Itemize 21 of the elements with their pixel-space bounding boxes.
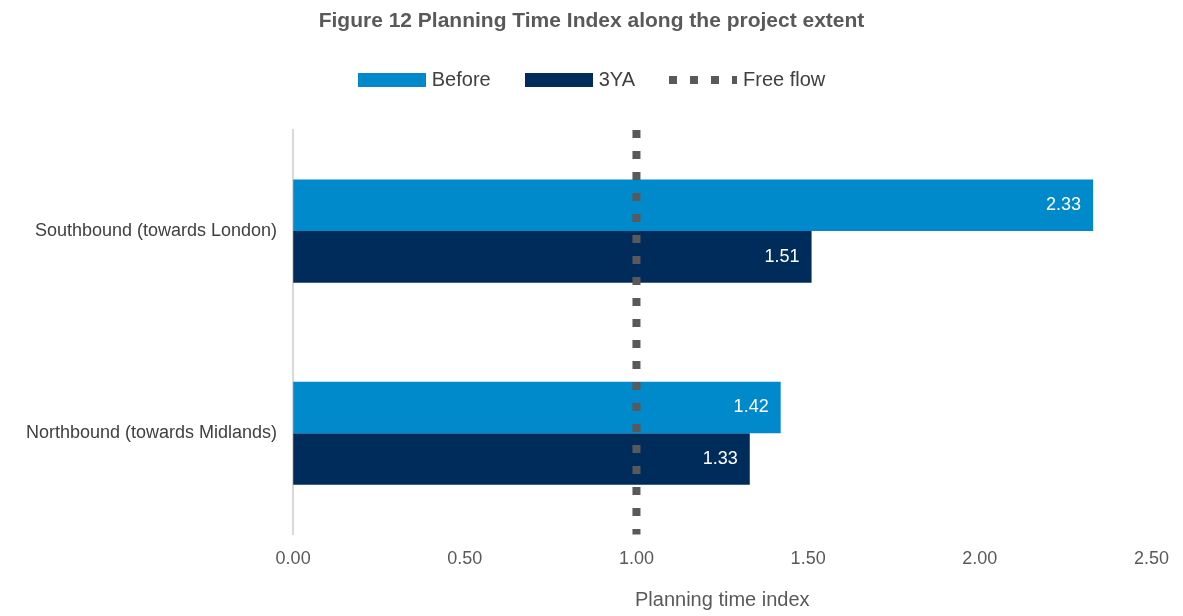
chart-title: Figure 12 Planning Time Index along the project extent: [317, 8, 866, 32]
bar: [293, 381, 781, 434]
bar: [293, 179, 1094, 232]
legend-label: 3YA: [598, 68, 635, 91]
y-tick-label: Southbound (towards London): [34, 220, 278, 241]
data-label: 1.51: [764, 245, 800, 266]
legend-label: Before: [431, 68, 491, 91]
y-tick-label: Northbound (towards Midlands): [26, 422, 278, 443]
x-tick-label: 1.50: [790, 548, 826, 569]
x-tick-label: 2.50: [1133, 548, 1170, 569]
data-label: 1.33: [702, 448, 738, 469]
legend-label: Free flow: [743, 68, 826, 91]
bar: [293, 231, 812, 283]
bar: [293, 433, 750, 485]
x-axis-title: Planning time index: [635, 587, 810, 610]
x-tick-label: 1.00: [618, 548, 654, 569]
x-tick-label: 0.50: [447, 548, 483, 569]
x-tick-label: 2.00: [962, 548, 998, 569]
x-tick-label: 0.00: [275, 548, 311, 569]
data-label: 1.42: [733, 396, 769, 417]
data-label: 2.33: [1046, 194, 1082, 215]
